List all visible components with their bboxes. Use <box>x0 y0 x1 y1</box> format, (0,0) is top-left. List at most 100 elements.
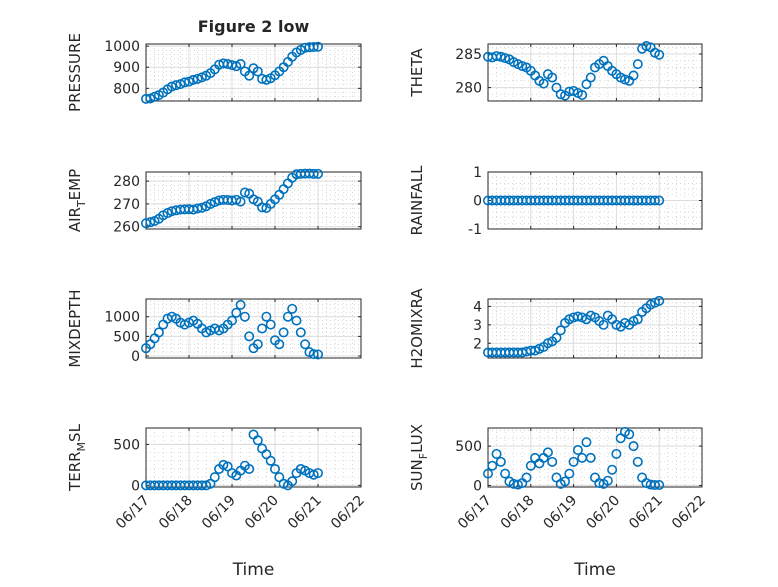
y-axis-label: RAINFALL <box>408 165 426 236</box>
data-point <box>295 327 306 338</box>
y-axis-label-main: TERR <box>66 451 84 492</box>
x-tick-label: 06/17 <box>455 493 495 533</box>
x-tick-label: 06/19 <box>199 493 239 533</box>
data-point <box>257 202 268 213</box>
data-point <box>166 81 177 92</box>
data-point <box>632 59 643 70</box>
data-point <box>261 311 272 322</box>
data-point <box>278 478 289 489</box>
data-point <box>312 168 323 179</box>
y-axis-label-subscript: T <box>75 200 88 208</box>
data-point <box>572 311 583 322</box>
y-axis-label: THETA <box>408 48 426 98</box>
y-tick-label: 0 <box>473 194 482 210</box>
axes-frame <box>145 43 362 102</box>
y-tick-label: 2 <box>473 336 482 352</box>
data-point <box>641 41 652 52</box>
data-point <box>547 456 558 467</box>
data-point <box>188 74 199 85</box>
data-point <box>308 168 319 179</box>
data-point <box>269 463 280 474</box>
y-axis-label-main: H2OMIXRA <box>408 288 426 369</box>
y-tick-label: 260 <box>113 220 140 236</box>
y-axis-label-main: THETA <box>408 48 426 98</box>
data-point <box>300 339 311 350</box>
y-axis-label-tail: LUX <box>408 424 426 453</box>
data-point <box>235 196 246 207</box>
x-tick-label: 06/22 <box>669 493 709 533</box>
data-point <box>312 349 323 360</box>
data-point <box>649 195 660 206</box>
panel-air: 260 270 280 AIRTEMP <box>66 168 362 236</box>
data-point <box>196 202 207 213</box>
data-point <box>231 307 242 318</box>
data-point <box>521 472 532 483</box>
y-axis-label-main: PRESSURE <box>66 33 84 112</box>
axes-frame <box>145 171 362 230</box>
y-tick-label: 500 <box>455 439 482 455</box>
data-point <box>153 327 164 338</box>
data-point <box>512 479 523 490</box>
data-point <box>619 74 630 85</box>
y-axis-label-subscript: M <box>75 442 88 452</box>
panel-terr: 0 500 TERRMSL 06/17 06/18 06/19 06/20 06/21 06/2… <box>66 423 368 580</box>
x-tick-label: 06/21 <box>285 493 325 533</box>
data-point <box>252 339 263 350</box>
axes-frame <box>145 427 362 488</box>
data-point <box>257 443 268 454</box>
y-axis-label: TERRMSL <box>66 423 88 492</box>
x-tick-label: 06/18 <box>156 493 196 533</box>
data-point <box>632 456 643 467</box>
panel-rainfall: -1 0 1 RAINFALL <box>408 165 703 238</box>
data-point <box>257 323 268 334</box>
data-point <box>577 89 588 100</box>
data-point <box>171 80 182 91</box>
data-point <box>585 72 596 83</box>
data-point <box>192 73 203 84</box>
y-axis-label-main: SUN <box>408 459 426 491</box>
data-point <box>252 435 263 446</box>
data-point <box>538 78 549 89</box>
data-point <box>291 315 302 326</box>
data-point <box>555 325 566 336</box>
data-point <box>239 187 250 198</box>
y-axis-label-main: MIXDEPTH <box>66 289 84 367</box>
data-point <box>551 332 562 343</box>
y-tick-label: -1 <box>468 222 482 238</box>
data-point <box>598 319 609 330</box>
data-point <box>560 476 571 487</box>
data-point <box>235 59 246 70</box>
chart-title: Figure 2 low <box>198 17 310 36</box>
y-tick-label: 800 <box>113 81 140 97</box>
y-axis-label-tail: SL <box>66 423 84 442</box>
data-point <box>542 447 553 458</box>
data-point <box>282 178 293 189</box>
panel-theta: 280 285 THETA <box>408 41 703 102</box>
data-point <box>244 463 255 474</box>
y-axis-label: MIXDEPTH <box>66 289 84 367</box>
data-point <box>581 437 592 448</box>
y-tick-label: 500 <box>113 329 140 345</box>
y-axis-label-subscript: F <box>417 453 430 459</box>
x-tick-label: 06/17 <box>113 493 153 533</box>
data-point <box>649 480 660 491</box>
y-axis-label: SUNFLUX <box>408 424 430 491</box>
y-axis-label-main: RAINFALL <box>408 165 426 236</box>
data-point <box>308 349 319 360</box>
panel-h2omixra: 2 3 4 H2OMIXRA <box>408 288 703 369</box>
y-axis-label-tail: EMP <box>66 169 84 200</box>
y-tick-label: 1000 <box>104 310 140 326</box>
y-tick-label: 4 <box>473 299 482 315</box>
data-point <box>274 339 285 350</box>
data-point <box>500 468 511 479</box>
y-tick-label: 1000 <box>104 39 140 55</box>
y-tick-label: 1 <box>473 165 482 181</box>
y-tick-label: 0 <box>131 349 140 365</box>
x-tick-label: 06/20 <box>242 493 282 533</box>
panel-mixdepth: 0 500 1000 MIXDEPTH <box>66 289 362 368</box>
x-tick-label: 06/22 <box>328 493 368 533</box>
data-point <box>632 314 643 325</box>
axes-frame <box>487 43 703 102</box>
data-point <box>495 51 506 62</box>
data-point <box>252 66 263 77</box>
